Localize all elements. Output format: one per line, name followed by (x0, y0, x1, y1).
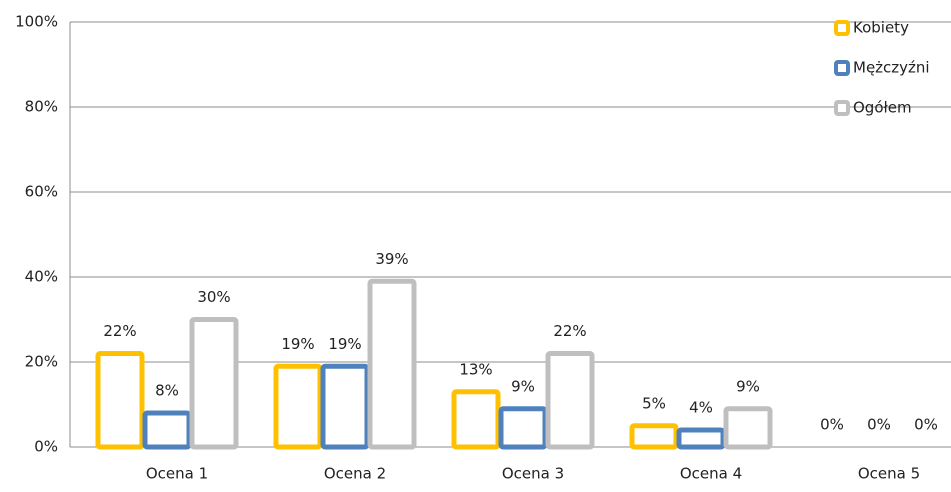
legend-marker (834, 100, 850, 116)
value-label: 0% (914, 416, 938, 434)
y-tick-label: 80% (25, 98, 58, 116)
value-label: 19% (281, 335, 314, 353)
legend-label: Kobiety (853, 19, 909, 37)
x-tick-label: Ocena 3 (502, 465, 564, 483)
bar (367, 278, 417, 450)
value-label: 0% (867, 416, 891, 434)
value-label: 39% (375, 250, 408, 268)
value-label: 9% (511, 377, 535, 395)
x-tick-label: Ocena 1 (146, 465, 208, 483)
legend-marker (834, 60, 850, 76)
bar (629, 423, 679, 450)
y-tick-label: 20% (25, 353, 58, 371)
legend-label: Mężczyźni (853, 59, 930, 77)
bar (723, 406, 773, 450)
y-tick-label: 0% (34, 438, 58, 456)
bar (545, 351, 595, 450)
value-label: 9% (736, 377, 760, 395)
bar (320, 363, 370, 450)
y-tick-label: 40% (25, 268, 58, 286)
value-label: 8% (155, 382, 179, 400)
y-tick-label: 100% (15, 13, 58, 31)
value-label: 30% (197, 288, 230, 306)
x-tick-label: Ocena 2 (324, 465, 386, 483)
value-label: 0% (820, 416, 844, 434)
x-tick-label: Ocena 5 (858, 465, 920, 483)
value-label: 5% (642, 394, 666, 412)
value-label: 4% (689, 399, 713, 417)
bar (273, 363, 323, 450)
bar (95, 351, 145, 450)
legend-marker (834, 20, 850, 36)
value-label: 22% (553, 322, 586, 340)
value-label: 19% (328, 335, 361, 353)
value-label: 22% (103, 322, 136, 340)
value-label: 13% (459, 360, 492, 378)
x-tick-label: Ocena 4 (680, 465, 742, 483)
bar (189, 317, 239, 450)
bar (498, 406, 548, 450)
legend-label: Ogółem (853, 99, 912, 117)
bar (676, 427, 726, 450)
bar (142, 410, 192, 450)
bar (451, 389, 501, 450)
y-tick-label: 60% (25, 183, 58, 201)
